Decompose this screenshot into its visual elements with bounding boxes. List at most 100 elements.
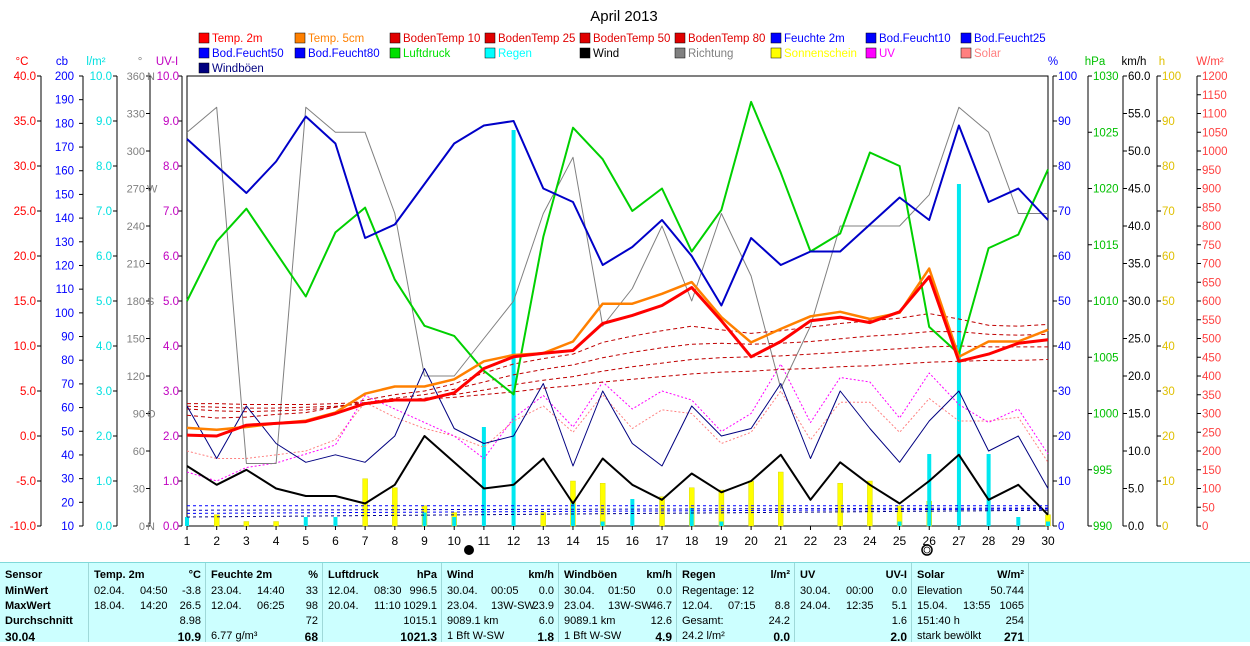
table-row: 12.04. 07:15 8.8: [682, 600, 790, 616]
legend-swatch: [198, 47, 210, 59]
table-cell: 12.04.: [682, 600, 713, 612]
table-cell: 12.04.: [328, 585, 359, 597]
table-cell-value: 68: [304, 630, 318, 644]
table-header: Solar W/m²: [917, 569, 1024, 585]
table-row-label: 30.04: [5, 630, 36, 644]
table-cell: 02.04.: [94, 585, 125, 597]
legend-label: Bod.Feucht25: [974, 33, 1046, 45]
axis-tick-label: 90: [1162, 116, 1175, 128]
legend-label: Windböen: [212, 63, 264, 75]
series-wind: [186, 435, 1049, 516]
x-tick-label: 22: [804, 534, 818, 548]
axis-tick-label: 10: [1162, 476, 1175, 488]
legend-label: Bod.Feucht50: [212, 48, 284, 60]
axis-tick-label: 990: [1093, 521, 1112, 533]
table-cell-value: 1.8: [537, 630, 554, 644]
axis-tick-label: 70: [1162, 206, 1175, 218]
axis-tick-label: 2.0: [96, 431, 112, 443]
axis-label-hum: %: [1048, 56, 1058, 68]
axis-tick-label: 330: [127, 109, 145, 121]
axis-tick-label: 950: [1202, 165, 1221, 177]
legend-swatch: [389, 47, 401, 59]
table-cell: 13W-SW: [491, 600, 535, 612]
compass-label: W: [147, 184, 158, 196]
axis-tick-label: 50: [61, 426, 74, 438]
axis-tick-label: 5.0: [20, 386, 36, 398]
axis-tick-label: 90: [1058, 116, 1071, 128]
table-cell: 15.04.: [917, 600, 948, 612]
x-tick-label: 9: [421, 534, 428, 548]
table-cell-value: 1021.3: [400, 630, 437, 644]
x-tick-label: 18: [685, 534, 699, 548]
table-cell: Gesamt:: [682, 615, 724, 627]
table-row: 12.04. 08:30 996.5: [328, 585, 437, 601]
x-tick-label: 25: [893, 534, 907, 548]
bar-regen: [1016, 517, 1021, 526]
axis-tick-label: 1.0: [163, 476, 179, 488]
table-cell-value: 98: [305, 600, 318, 612]
legend-swatch: [674, 47, 686, 59]
x-tick-label: 2: [213, 534, 220, 548]
axis-tick-label: 30: [1058, 386, 1071, 398]
table-cell-value: 254: [1005, 615, 1024, 627]
table-cell-value: 1029.1: [403, 600, 437, 612]
table-row: 30.04. 01:50 0.0: [564, 585, 672, 601]
compass-label: S: [147, 296, 154, 308]
legend-label: BodenTemp 25: [498, 33, 575, 45]
legend-swatch: [484, 47, 496, 59]
axis-tick-label: 150: [1202, 465, 1221, 477]
table-cell: 04:50: [140, 585, 168, 597]
series-bodentemp-50: [186, 345, 1048, 409]
table-col-regen: Regen l/m² Regentage: 12 12.04. 07:15 8.8 Gesa…: [677, 563, 795, 644]
table-cell: 23.04.: [564, 600, 595, 612]
table-cell-value: 24.2: [768, 615, 790, 627]
table-cell-value: 1015.1: [403, 615, 437, 627]
axis-tick-label: 190: [55, 95, 74, 107]
axis-tick-label: 8.0: [163, 161, 179, 173]
legend-label: Richtung: [688, 48, 733, 60]
axis-tick-label: 80: [1058, 161, 1071, 173]
table-header-unit: °C: [188, 569, 201, 581]
table-row: 30.04. 00:05 0.0: [447, 585, 554, 601]
table-header: Feuchte 2m%: [211, 569, 318, 585]
axis-tick-label: 4.0: [163, 341, 179, 353]
axis-tick-label: 0: [1162, 521, 1168, 533]
bar-sonnenschein: [778, 471, 784, 527]
axis-tick-label: 240: [127, 221, 145, 233]
axis-tick-label: 20: [1162, 431, 1175, 443]
axis-tick-label: 60: [1162, 251, 1175, 263]
axis-tick-label: 150: [55, 189, 74, 201]
bar-regen: [511, 130, 516, 526]
axis-tick-label: 1100: [1202, 109, 1227, 121]
axis-tick-label: 7.0: [163, 206, 179, 218]
axis-tick-label: 60: [61, 403, 74, 415]
table-col-feuchte: Feuchte 2m% 23.04. 14:40 33 12.04. 06:25 98 72 6…: [206, 563, 323, 644]
axis-tick-label: 1200: [1202, 71, 1228, 83]
bar-regen: [986, 454, 991, 526]
table-cell-value: 1065: [999, 600, 1024, 612]
axis-tick-label: 40.0: [14, 71, 36, 83]
table-row: 1 Bft W-SW 1.8: [447, 630, 554, 646]
x-tick-label: 20: [744, 534, 758, 548]
axis-tick-label: 70: [61, 379, 74, 391]
table-row: 20.04. 11:10 1029.1: [328, 600, 437, 616]
weather-chart: April 2013 Temp. 2m Temp. 5cm BodenTemp 10…: [10, 8, 1228, 556]
bar-sonnenschein: [243, 521, 250, 527]
table-cell: 13W-SW: [608, 600, 652, 612]
x-tick-label: 13: [537, 534, 551, 548]
x-tick-label: 10: [448, 534, 462, 548]
legend-label: Temp. 2m: [212, 33, 263, 45]
x-tick-label: 21: [774, 534, 788, 548]
axis-tick-label: 210: [127, 259, 145, 271]
legend-swatch: [579, 32, 591, 44]
axis-tick-label: 300: [127, 146, 145, 158]
legend-swatch: [865, 47, 877, 59]
bar-regen: [570, 503, 575, 526]
axis-tick-label: 0: [1202, 521, 1208, 533]
table-row: 9089.1 km 12.6: [564, 615, 672, 631]
table-header-unit: hPa: [416, 569, 437, 581]
axis-tick-label: 0.0: [20, 431, 36, 443]
legend-label: BodenTemp 50: [593, 33, 670, 45]
table-row: 12.04. 06:25 98: [211, 600, 318, 616]
table-row: Gesamt: 24.2: [682, 615, 790, 631]
